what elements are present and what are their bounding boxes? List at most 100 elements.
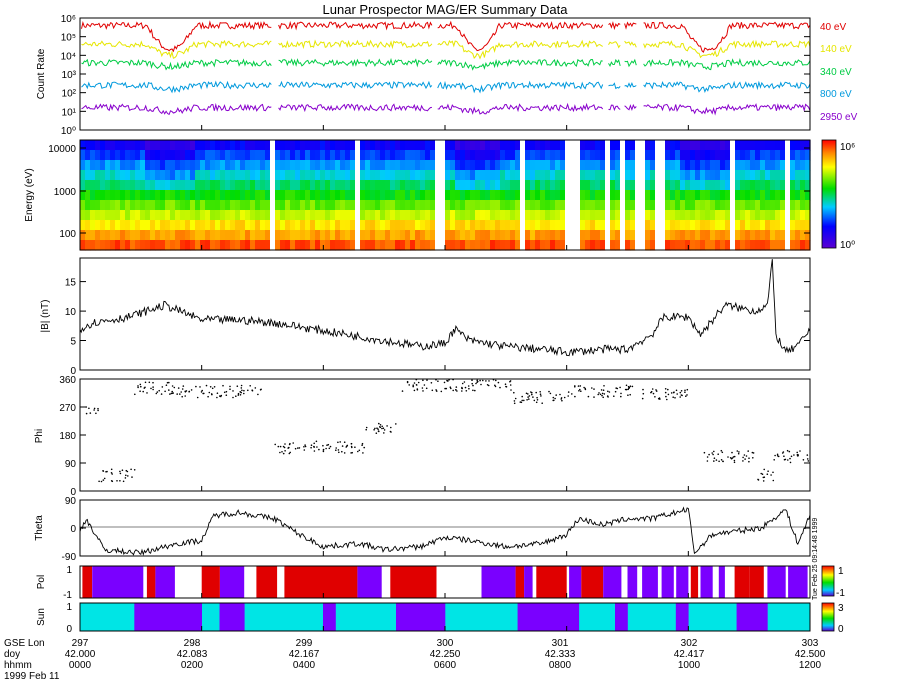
- spectrogram-cell: [450, 150, 456, 161]
- spectrogram-cell: [425, 220, 431, 231]
- spectrogram-cell: [515, 200, 521, 211]
- spectrogram-cell: [350, 150, 356, 161]
- spectrogram-cell: [735, 190, 741, 201]
- spectrogram-cell: [685, 240, 691, 251]
- spectrogram-cell: [635, 230, 641, 241]
- phi-ytick-label-2: 180: [59, 431, 76, 442]
- spectrogram-cell: [270, 170, 276, 181]
- spectrogram-cell: [785, 210, 791, 221]
- spectrogram-cell: [570, 200, 576, 211]
- spectrogram-cell: [665, 160, 671, 171]
- spectrogram-cell: [630, 230, 636, 241]
- phi-point: [745, 455, 748, 457]
- spectrogram-cell: [545, 210, 551, 221]
- spectrogram-cell: [685, 190, 691, 201]
- spectrogram-cell: [590, 210, 596, 221]
- spectrogram-cell: [160, 160, 166, 171]
- spectrogram-cell: [375, 190, 381, 201]
- spectrogram-cell: [755, 170, 761, 181]
- xtick-doy-0: 42.000: [65, 649, 96, 660]
- spectrogram-cell: [590, 230, 596, 241]
- spectrogram-cell: [760, 180, 766, 191]
- spectrogram-cell: [500, 180, 506, 191]
- spectrogram-cell: [545, 150, 551, 161]
- spectrogram-cell: [460, 240, 466, 251]
- spectrogram-cell: [150, 240, 156, 251]
- spectrogram-cell: [360, 160, 366, 171]
- spectrogram-cell: [340, 170, 346, 181]
- spectrogram-cell: [535, 220, 541, 231]
- spectrogram-cell: [145, 150, 151, 161]
- spectrogram-cell: [380, 220, 386, 231]
- phi-point: [712, 453, 714, 456]
- spectrogram-cell: [805, 220, 811, 231]
- spectrogram-cell: [215, 150, 221, 161]
- spectrogram-cell: [720, 190, 726, 201]
- spectrogram-cell: [475, 240, 481, 251]
- theta-frame: [79, 499, 811, 557]
- spectrogram-cell: [220, 150, 226, 161]
- spectrogram-cell: [725, 240, 731, 251]
- spectrogram-cell: [130, 230, 136, 241]
- spectrogram-cell: [695, 200, 701, 211]
- spectrogram-cell: [395, 230, 401, 241]
- spectrogram-cell: [330, 240, 336, 251]
- spectrogram-cell: [475, 200, 481, 211]
- spectrogram-cell: [645, 160, 651, 171]
- spectrogram-cell: [755, 180, 761, 191]
- spectrogram-cell: [295, 230, 301, 241]
- spectrogram-cell: [215, 180, 221, 191]
- spectrogram-cell: [450, 160, 456, 171]
- count-rate-ytick-label-2: 10²: [62, 89, 77, 100]
- phi-point: [376, 427, 378, 430]
- phi-point: [672, 396, 674, 399]
- count-rate-ytick-label-1: 10¹: [62, 107, 77, 118]
- spectrogram-cell: [390, 160, 396, 171]
- spectrogram-cell: [190, 190, 196, 201]
- phi-point: [733, 461, 736, 464]
- phi-point: [444, 387, 446, 390]
- theta-ytick-label-2: 90: [65, 496, 77, 507]
- spectrogram-cell: [785, 180, 791, 191]
- spectrogram-cell: [775, 210, 781, 221]
- spectrogram-cell: [405, 230, 411, 241]
- spectrogram-cell: [175, 210, 181, 221]
- spectrogram-cell: [580, 200, 586, 211]
- spectrogram-cell: [495, 220, 501, 231]
- spectrogram-cell: [475, 210, 481, 221]
- spectrogram-cell: [570, 240, 576, 251]
- spectrogram-cell: [175, 140, 181, 151]
- spectrogram-cell: [580, 240, 586, 251]
- spectrogram-cell: [210, 210, 216, 221]
- spectrogram-cell: [150, 190, 156, 201]
- spectrogram-cell: [780, 180, 786, 191]
- spectrogram-cell: [145, 140, 151, 151]
- spectrogram-cell: [600, 150, 606, 161]
- polarity-block: [734, 566, 750, 598]
- spectrogram-cell: [425, 230, 431, 241]
- spectrogram-cell: [340, 140, 346, 151]
- spectrogram-cell: [525, 200, 531, 211]
- spectrogram-cell: [175, 180, 181, 191]
- spectrogram-cell: [420, 140, 426, 151]
- spectrogram-cell: [710, 210, 716, 221]
- spectrogram-cell: [530, 170, 536, 181]
- spectrogram-cell: [205, 170, 211, 181]
- polarity-panel: 1 -1 Pol 1 -1 Tue Feb 25 09:14:48 1999: [36, 518, 845, 601]
- spectrogram-cell: [795, 150, 801, 161]
- spectrogram-cell: [520, 150, 526, 161]
- spectrogram-cell: [310, 170, 316, 181]
- spectrogram-cell: [385, 180, 391, 191]
- spectrogram-cell: [650, 230, 656, 241]
- spectrogram-cell: [460, 170, 466, 181]
- spectrogram-cell: [400, 210, 406, 221]
- spectrogram-cell: [600, 240, 606, 251]
- spectrogram-cell: [205, 160, 211, 171]
- spectrogram-cell: [110, 240, 116, 251]
- spectrogram-cell: [470, 210, 476, 221]
- spectrogram-cell: [290, 190, 296, 201]
- spectrogram-cell: [525, 210, 531, 221]
- spectrogram-cell: [385, 170, 391, 181]
- spectrogram-cell: [720, 180, 726, 191]
